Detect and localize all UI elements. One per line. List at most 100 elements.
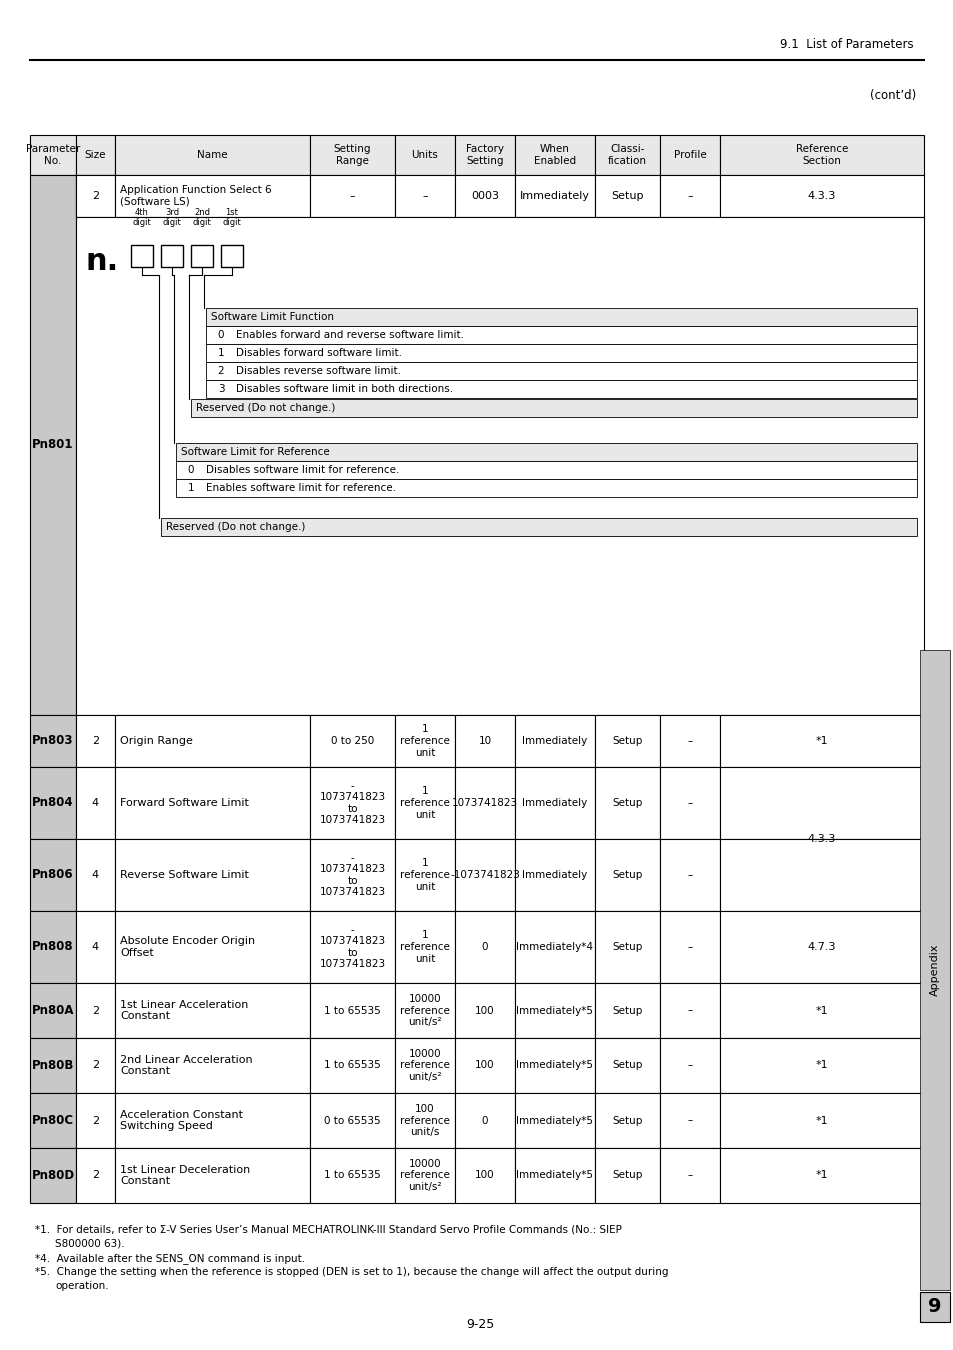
Text: *4.  Available after the SENS_ON command is input.: *4. Available after the SENS_ON command …: [35, 1253, 305, 1264]
Bar: [515, 983, 595, 1038]
Text: 3rd
digit: 3rd digit: [162, 208, 181, 227]
Text: Immediately: Immediately: [522, 798, 587, 809]
Text: Pn80D: Pn80D: [31, 1169, 74, 1183]
Bar: [720, 716, 923, 767]
Text: *1: *1: [815, 1006, 827, 1015]
Text: Factory
Setting: Factory Setting: [465, 144, 503, 166]
Text: Pn804: Pn804: [32, 796, 73, 810]
Bar: [76, 1148, 115, 1203]
Bar: [595, 767, 659, 838]
Bar: [659, 1038, 720, 1094]
Text: Reserved (Do not change.): Reserved (Do not change.): [166, 522, 305, 532]
Text: 2: 2: [91, 1170, 99, 1180]
Text: Absolute Encoder Origin
Offset: Absolute Encoder Origin Offset: [120, 936, 254, 957]
Bar: [515, 135, 595, 176]
Text: Pn808: Pn808: [32, 941, 73, 953]
Text: Immediately*5: Immediately*5: [516, 1006, 593, 1015]
Text: *1: *1: [815, 1170, 827, 1180]
Bar: [455, 1148, 515, 1203]
Bar: [76, 1094, 115, 1148]
Bar: [310, 911, 395, 983]
Text: Origin Range: Origin Range: [120, 736, 193, 747]
Bar: [175, 443, 916, 460]
Text: 3: 3: [217, 383, 224, 394]
Text: When
Enabled: When Enabled: [534, 144, 576, 166]
Bar: [30, 135, 76, 176]
Bar: [455, 1038, 515, 1094]
Text: *1: *1: [815, 736, 827, 747]
Text: 2: 2: [91, 1115, 99, 1126]
Text: -1073741823: -1073741823: [450, 869, 519, 880]
Bar: [191, 244, 213, 267]
Text: Immediately: Immediately: [522, 736, 587, 747]
Bar: [310, 1038, 395, 1094]
Text: 1st Linear Acceleration
Constant: 1st Linear Acceleration Constant: [120, 1000, 248, 1022]
Bar: [310, 767, 395, 838]
Text: –: –: [687, 869, 692, 880]
Text: 0: 0: [481, 942, 488, 952]
Text: 0 to 250: 0 to 250: [331, 736, 374, 747]
Bar: [115, 838, 310, 911]
Text: *5.  Change the setting when the reference is stopped (DEN is set to 1), because: *5. Change the setting when the referenc…: [35, 1268, 668, 1277]
Text: Size: Size: [85, 150, 106, 161]
Text: 0: 0: [217, 329, 224, 340]
Bar: [515, 911, 595, 983]
Bar: [659, 911, 720, 983]
Text: 4: 4: [91, 798, 99, 809]
Text: Immediately*5: Immediately*5: [516, 1115, 593, 1126]
Bar: [76, 176, 115, 217]
Bar: [206, 308, 916, 325]
Text: 100: 100: [475, 1061, 495, 1071]
Bar: [455, 1094, 515, 1148]
Bar: [30, 1038, 76, 1094]
Bar: [395, 1094, 455, 1148]
Text: 10000
reference
unit/s²: 10000 reference unit/s²: [399, 1049, 450, 1083]
Bar: [76, 1038, 115, 1094]
Text: Appendix: Appendix: [929, 944, 939, 996]
Text: 100: 100: [475, 1006, 495, 1015]
Bar: [395, 716, 455, 767]
Bar: [455, 838, 515, 911]
Bar: [175, 479, 916, 497]
Text: S800000 63).: S800000 63).: [55, 1239, 125, 1249]
Text: Pn80C: Pn80C: [31, 1114, 74, 1127]
Bar: [30, 911, 76, 983]
Bar: [659, 838, 720, 911]
Bar: [76, 176, 115, 217]
Bar: [310, 838, 395, 911]
Bar: [206, 325, 916, 344]
Text: 1: 1: [188, 483, 194, 493]
Text: –: –: [686, 190, 692, 201]
Bar: [720, 911, 923, 983]
Text: 2nd Linear Acceleration
Constant: 2nd Linear Acceleration Constant: [120, 1054, 253, 1076]
Bar: [76, 716, 115, 767]
Text: Disables forward software limit.: Disables forward software limit.: [235, 348, 401, 358]
Text: 1st
digit: 1st digit: [222, 208, 241, 227]
Text: Classi-
fication: Classi- fication: [607, 144, 646, 166]
Bar: [595, 716, 659, 767]
Text: 1
reference
unit: 1 reference unit: [399, 859, 450, 891]
Bar: [595, 1148, 659, 1203]
Bar: [76, 983, 115, 1038]
Bar: [455, 135, 515, 176]
Bar: [76, 217, 923, 716]
Text: 0003: 0003: [471, 190, 498, 201]
Text: Reserved (Do not change.): Reserved (Do not change.): [195, 404, 335, 413]
Bar: [395, 176, 455, 217]
Text: Immediately*4: Immediately*4: [516, 942, 593, 952]
Bar: [659, 767, 720, 838]
Text: (cont’d): (cont’d): [869, 89, 915, 101]
Bar: [395, 838, 455, 911]
Bar: [720, 135, 923, 176]
Text: -
1073741823
to
1073741823: - 1073741823 to 1073741823: [319, 853, 385, 898]
Text: 1: 1: [217, 348, 224, 358]
Text: Application Function Select 6
(Software LS): Application Function Select 6 (Software …: [120, 185, 272, 207]
Text: Parameter
No.: Parameter No.: [26, 144, 80, 166]
Bar: [76, 911, 115, 983]
Text: Profile: Profile: [673, 150, 705, 161]
Text: 1st Linear Deceleration
Constant: 1st Linear Deceleration Constant: [120, 1165, 250, 1187]
Bar: [310, 716, 395, 767]
Text: Setup: Setup: [612, 1006, 642, 1015]
Bar: [595, 838, 659, 911]
Bar: [310, 1094, 395, 1148]
